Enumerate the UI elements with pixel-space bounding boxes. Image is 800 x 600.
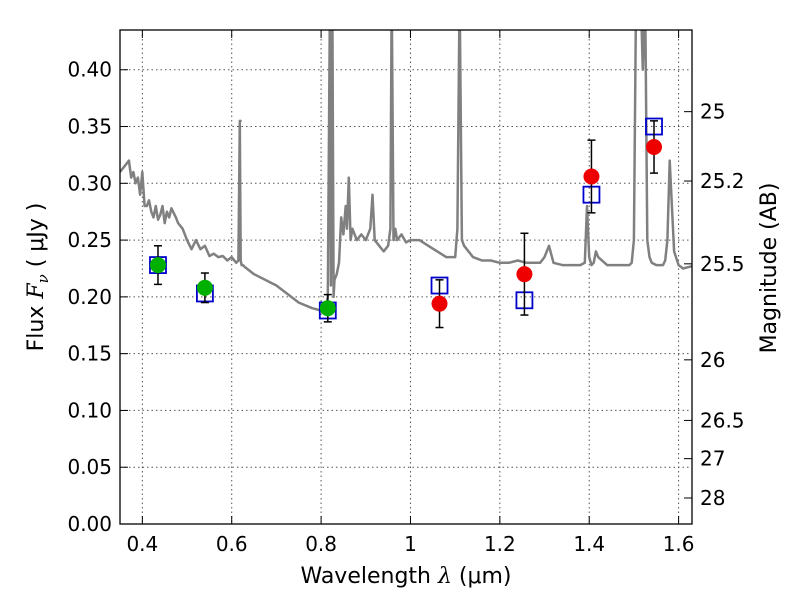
y-axis-title: Flux Fν ( μJy ) xyxy=(24,203,52,352)
y-tick-label: 0.00 xyxy=(67,512,112,536)
x-tick-label: 1.6 xyxy=(663,532,695,556)
y-tick-label: 0.20 xyxy=(67,285,112,309)
mag-tick-label: 25.2 xyxy=(700,169,745,193)
y-tick-label: 0.10 xyxy=(67,398,112,422)
mag-tick-label: 26.5 xyxy=(700,408,745,432)
mag-tick-label: 26 xyxy=(700,348,725,372)
spectrum-peaks xyxy=(239,119,242,123)
x-tick-label: 1.4 xyxy=(573,532,605,556)
y-tick-label: 0.05 xyxy=(67,455,112,479)
x-tick-label: 1 xyxy=(404,532,417,556)
mag-tick-label: 25.5 xyxy=(700,252,745,276)
x-tick-label: 1.2 xyxy=(484,532,516,556)
x-tick-label: 0.6 xyxy=(216,532,248,556)
optical-point xyxy=(319,300,336,317)
data-marks xyxy=(149,117,663,329)
optical-point xyxy=(149,257,166,274)
infrared-point xyxy=(583,168,600,185)
x-tick-label: 0.8 xyxy=(305,532,337,556)
plot-background xyxy=(120,30,692,524)
grid-lines xyxy=(120,30,692,524)
y2-axis-title: Magnitude (AB) xyxy=(757,183,782,354)
infrared-point xyxy=(431,295,448,312)
mag-tick-label: 25 xyxy=(700,100,725,124)
optical-point xyxy=(196,279,213,296)
infrared-point xyxy=(646,138,663,155)
mag-tick-label: 28 xyxy=(700,486,725,510)
y-tick-label: 0.30 xyxy=(67,171,112,195)
mag-tick-label: 27 xyxy=(700,447,725,471)
x-axis-title: Wavelength λ (μm) xyxy=(300,564,511,589)
spectrum-peak xyxy=(239,119,242,123)
y-tick-label: 0.35 xyxy=(67,115,112,139)
y-tick-label: 0.15 xyxy=(67,342,112,366)
plot-frame xyxy=(119,29,693,525)
axis-ticks: 0.4 0.6 0.8 1 1.2 1.4 1.6 0.00 0.05 0.10 0.15 0.20 0… xyxy=(67,30,745,556)
y-tick-label: 0.25 xyxy=(67,228,112,252)
y-tick-label: 0.40 xyxy=(67,58,112,82)
x-tick-label: 0.4 xyxy=(126,532,158,556)
spectrum-line xyxy=(120,30,692,312)
infrared-point xyxy=(516,266,533,283)
